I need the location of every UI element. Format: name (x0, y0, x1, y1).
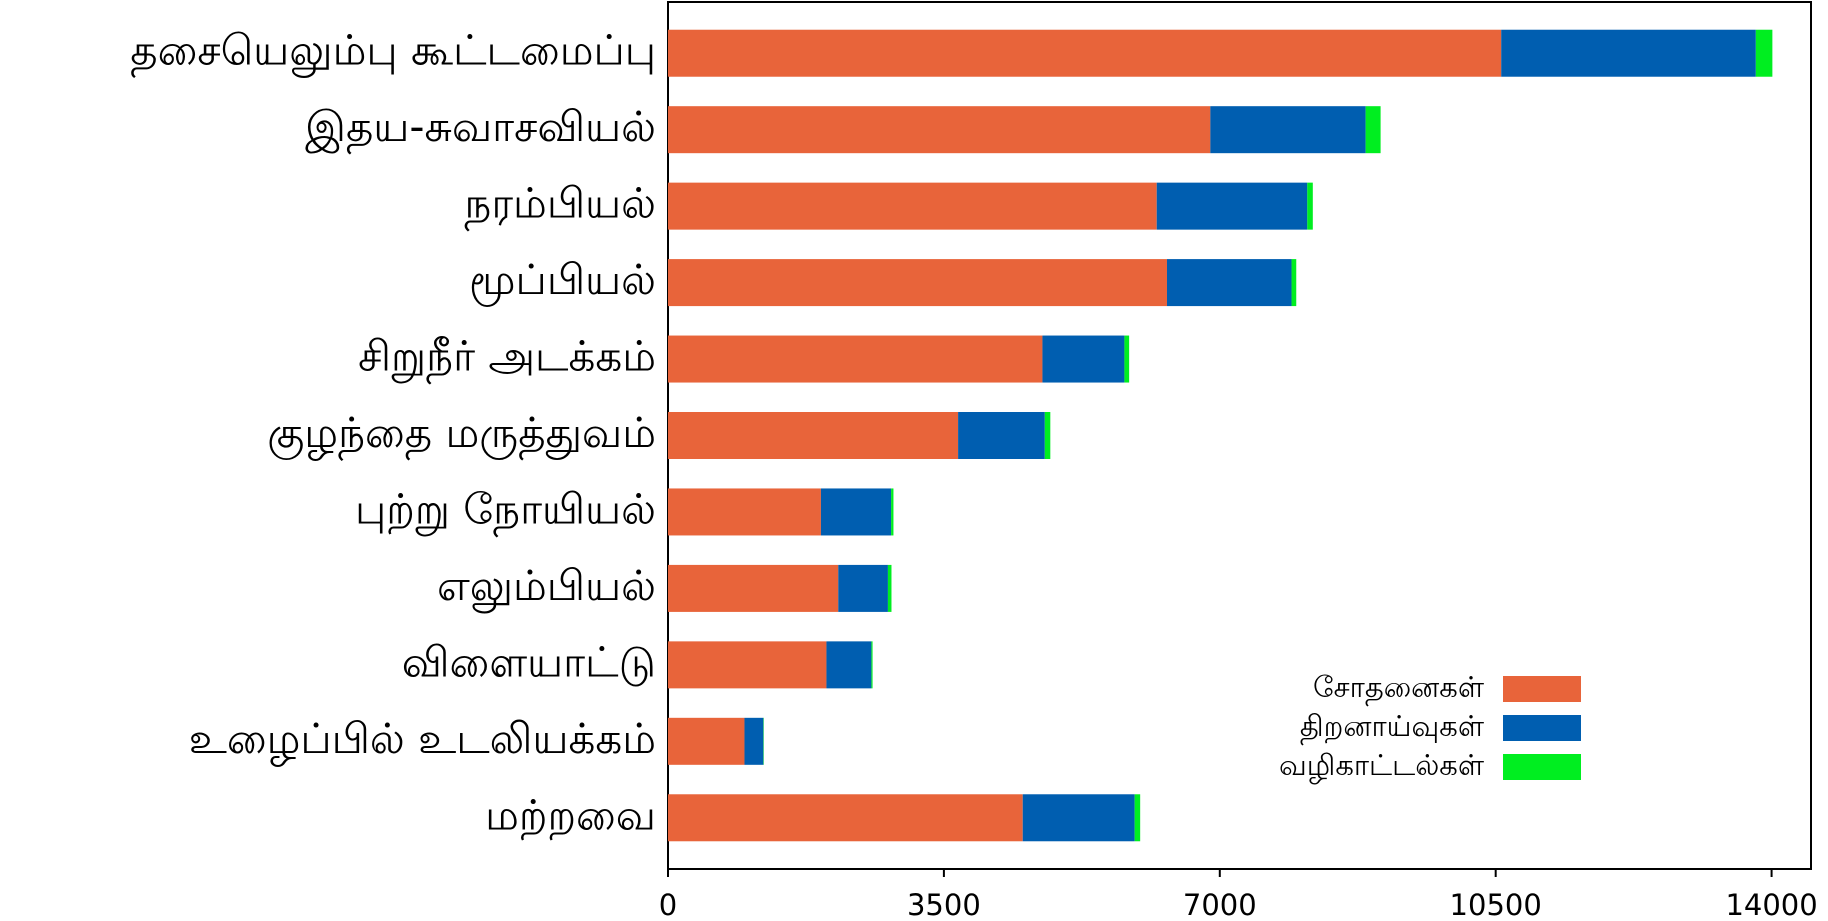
x-tick-label: 0 (659, 888, 677, 921)
bar-segment (1291, 259, 1297, 307)
bar-segment (668, 641, 827, 689)
legend-label: சோதனைகள் (1313, 670, 1484, 706)
y-tick-label: மூப்பியல் (469, 255, 656, 307)
bar-segment (820, 488, 892, 536)
bar-segment (1501, 29, 1756, 77)
bar-segment (668, 259, 1167, 307)
bar-segment (1365, 106, 1381, 154)
x-tick-label: 14000 (1725, 888, 1817, 921)
y-tick-label: உழைப்பில் உடலியக்கம் (189, 714, 656, 767)
bar-segment (668, 182, 1157, 230)
bar-segment (1307, 182, 1313, 230)
bar-segment (668, 412, 959, 459)
y-tick-label: சிறுநீர் அடக்கம் (358, 332, 656, 385)
y-tick-label: மற்றவை (485, 790, 656, 840)
y-tick-label: தசையெலும்பு கூட்டமைப்பு (130, 26, 656, 79)
y-tick-label: நரம்பியல் (464, 179, 656, 232)
bar-segment (891, 488, 894, 536)
y-tick-label: புற்று நோயியல் (355, 484, 656, 537)
legend-label: திறனாய்வுகள் (1300, 709, 1484, 745)
bar-segment (744, 717, 764, 765)
bar-segment (668, 335, 1043, 383)
x-tick-label: 3500 (907, 888, 981, 921)
bar-segment (1156, 182, 1308, 230)
bar-segment (668, 564, 839, 612)
bar-segment (668, 29, 1502, 77)
bar-segment (1210, 106, 1366, 154)
bar-segment (1124, 335, 1130, 383)
bar-segment (871, 641, 873, 689)
bar-segment (668, 794, 1023, 842)
legend-swatch (1503, 715, 1581, 741)
y-tick-label: விளையாட்டு (402, 637, 656, 686)
bar-segment (1042, 335, 1125, 383)
bar-segment (1134, 794, 1141, 842)
legend-label: வழிகாட்டல்கள் (1279, 748, 1484, 785)
bar-segment (668, 106, 1211, 154)
bar-segment (887, 564, 892, 612)
y-tick-label: எலும்பியல் (437, 561, 656, 613)
bar-segment (1166, 259, 1292, 307)
bar-segment (826, 641, 872, 689)
y-tick-label: இதய-சுவாசவியல் (305, 102, 656, 155)
legend-swatch (1503, 676, 1581, 702)
bar-segment (668, 717, 745, 765)
bar-segment (1755, 29, 1773, 77)
bar-segment (1044, 412, 1051, 459)
bar-segment (668, 488, 821, 536)
bar-segment (838, 564, 888, 612)
bar-segment (958, 412, 1045, 459)
y-tick-label: குழந்தை மருத்துவம் (267, 408, 656, 461)
x-tick-label: 7000 (1183, 888, 1257, 921)
x-tick-label: 10500 (1450, 888, 1542, 921)
bar-segment (1022, 794, 1135, 842)
legend-swatch (1503, 754, 1581, 780)
